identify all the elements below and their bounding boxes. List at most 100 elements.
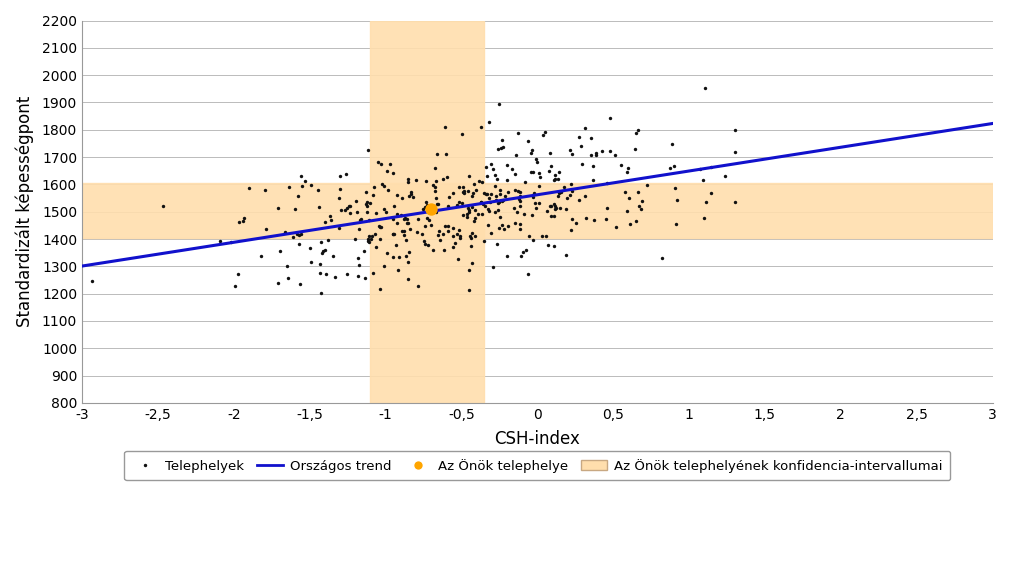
Point [546, 175, 562, 184]
Point [487, 208, 504, 217]
Point [378, 208, 394, 217]
Point [622, 194, 638, 203]
Point [455, 187, 471, 196]
Point [471, 177, 487, 186]
Point [385, 229, 401, 238]
Point [289, 229, 305, 238]
Point [292, 280, 308, 289]
Point [431, 226, 447, 235]
Point [399, 175, 416, 184]
Point [427, 207, 443, 216]
Point [523, 148, 540, 157]
Point [317, 270, 334, 279]
Point [342, 209, 358, 218]
Point [494, 136, 510, 145]
Point [317, 217, 334, 226]
Point [508, 151, 524, 160]
Point [479, 189, 496, 198]
Point [394, 194, 411, 203]
Point [573, 159, 590, 168]
Point [490, 224, 507, 233]
Point [456, 188, 472, 197]
Point [512, 191, 528, 200]
Point [484, 164, 501, 173]
Point [420, 215, 436, 224]
Point [419, 201, 435, 210]
Point [500, 222, 516, 231]
Point [350, 272, 367, 281]
Point [437, 221, 454, 230]
Point [387, 240, 403, 249]
Point [550, 191, 566, 200]
Point [546, 241, 562, 250]
Point [366, 183, 382, 192]
Point [398, 251, 415, 260]
Point [492, 186, 508, 195]
Point [452, 233, 468, 242]
Point [602, 114, 618, 123]
Point [420, 240, 436, 249]
Point [702, 162, 719, 171]
Point [507, 169, 523, 178]
Point [486, 171, 503, 180]
Point [359, 235, 376, 244]
Point [499, 176, 515, 185]
Point [473, 198, 489, 207]
Point [376, 262, 392, 271]
Point [570, 132, 587, 141]
Point [435, 229, 452, 238]
Point [563, 179, 580, 188]
Point [328, 272, 344, 282]
Point [372, 284, 388, 293]
Point [464, 258, 480, 267]
Point [521, 232, 538, 241]
Point [456, 187, 472, 196]
Point [482, 160, 499, 169]
Point [618, 168, 635, 177]
Point [368, 208, 384, 217]
Point [465, 189, 481, 198]
Point [357, 187, 374, 196]
Point [427, 163, 443, 172]
Point [461, 206, 477, 215]
Point [451, 225, 467, 234]
Point [362, 234, 379, 243]
Point [395, 214, 412, 223]
Point [333, 205, 349, 214]
Point [312, 288, 329, 297]
Point [380, 186, 396, 195]
Point [541, 167, 557, 176]
Point [512, 202, 528, 211]
Point [382, 160, 398, 169]
Point [399, 177, 416, 186]
Point [227, 281, 244, 290]
Point [415, 205, 431, 214]
Point [478, 163, 495, 172]
Point [512, 197, 528, 206]
Point [346, 235, 362, 244]
Point [494, 197, 510, 206]
Point [558, 251, 574, 260]
Point [418, 177, 434, 186]
Point [612, 160, 629, 169]
Point [399, 257, 416, 266]
Point [424, 245, 440, 254]
Point [461, 172, 477, 181]
Point [285, 232, 301, 241]
Point [426, 204, 442, 213]
Point [455, 211, 471, 220]
Point [599, 203, 615, 212]
Point [326, 251, 342, 260]
Point [524, 145, 541, 154]
Point [417, 221, 433, 230]
Point [578, 191, 594, 200]
Point [535, 131, 551, 140]
Point [451, 183, 467, 192]
Point [231, 218, 248, 227]
Point [293, 229, 309, 238]
Point [338, 169, 354, 178]
Point [480, 206, 497, 215]
Point [481, 197, 498, 206]
Point [564, 150, 581, 159]
Point [530, 168, 547, 177]
